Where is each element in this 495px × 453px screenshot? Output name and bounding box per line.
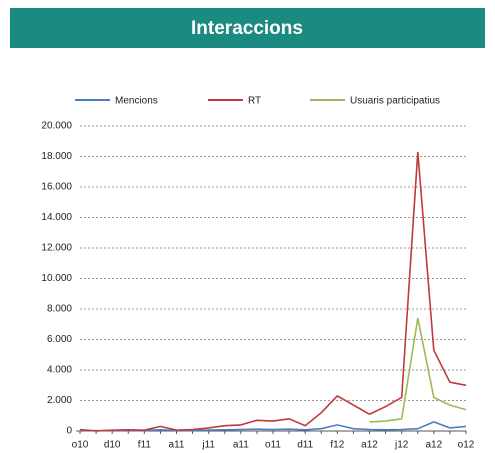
data-line (369, 317, 467, 423)
y-tick-label: 18.000 (41, 151, 72, 162)
y-tick-label: 10.000 (41, 273, 72, 284)
x-tick-label: a12 (425, 440, 442, 451)
x-tick-label: j11 (201, 440, 215, 451)
y-tick-label: 8.000 (47, 304, 72, 315)
x-tick-label: a12 (361, 440, 378, 451)
header-bar (10, 8, 485, 48)
x-tick-label: o12 (458, 440, 475, 451)
y-tick-label: 0 (66, 426, 72, 437)
y-tick-label: 6.000 (47, 334, 72, 345)
legend-label: Usuaris participatius (350, 96, 440, 107)
y-tick-label: 20.000 (41, 121, 72, 132)
x-tick-label: o11 (265, 440, 281, 451)
x-tick-label: a11 (233, 440, 249, 451)
y-tick-label: 14.000 (41, 212, 72, 223)
x-tick-label: d11 (297, 440, 313, 451)
x-tick-label: j12 (394, 440, 409, 451)
x-tick-label: a11 (169, 440, 185, 451)
x-tick-label: d10 (104, 440, 121, 451)
y-tick-label: 2.000 (47, 395, 72, 406)
chart-title: Interaccions (191, 18, 303, 39)
x-tick-label: o10 (72, 440, 89, 451)
x-tick-label: f11 (138, 440, 152, 451)
data-line (79, 151, 467, 432)
y-tick-label: 16.000 (41, 182, 72, 193)
legend-label: RT (248, 96, 261, 107)
legend-label: Mencions (115, 96, 158, 107)
x-tick-label: f12 (330, 440, 344, 451)
y-tick-label: 12.000 (41, 243, 72, 254)
y-tick-label: 4.000 (47, 365, 72, 376)
